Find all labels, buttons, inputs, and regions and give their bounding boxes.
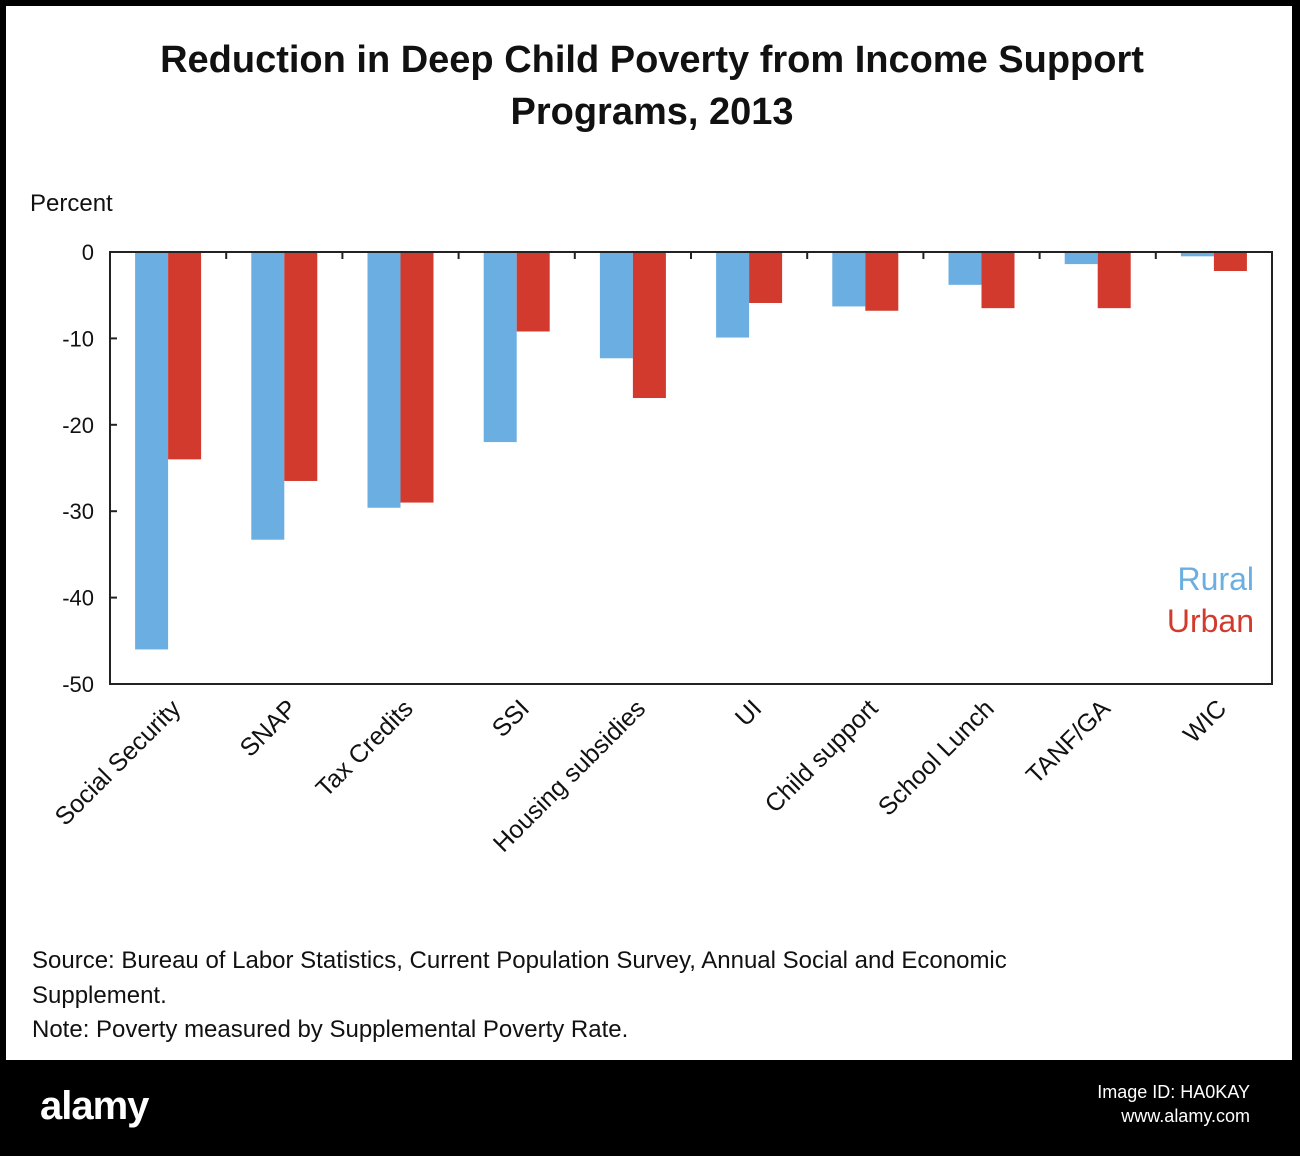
chart-title-line2: Programs, 2013 [510, 91, 793, 133]
bar-urban-1 [168, 252, 202, 460]
bar-urban-2 [284, 252, 318, 481]
bar-urban-3 [400, 252, 434, 503]
image-id: Image ID: HA0KAY [1097, 1082, 1250, 1102]
legend-rural: Rural [1178, 561, 1254, 597]
y-tick-label: -10 [62, 326, 94, 351]
x-category-label: SSI [487, 694, 535, 742]
bar-rural-2 [251, 252, 285, 540]
source-note-cont: Supplement. [32, 982, 167, 1009]
bar-urban-8 [981, 252, 1015, 309]
x-category-label: Child support [760, 694, 884, 818]
poverty-note: Note: Poverty measured by Supplemental P… [32, 1016, 628, 1043]
chart-frame: Reduction in Deep Child Poverty from Inc… [6, 6, 1292, 1060]
x-category-label: UI [730, 694, 767, 731]
x-category-label: School Lunch [873, 694, 1000, 821]
x-category-label: Social Security [50, 694, 187, 831]
watermark-footer: alamy Image ID: HA0KAY www.alamy.com [0, 1062, 1300, 1156]
bar-urban-4 [516, 252, 550, 332]
bar-urban-5 [632, 252, 666, 399]
bar-urban-9 [1097, 252, 1131, 309]
legend-urban: Urban [1167, 603, 1254, 639]
bar-rural-7 [832, 252, 866, 307]
y-tick-label: -20 [62, 413, 94, 438]
y-tick-label: -40 [62, 586, 94, 611]
source-note: Source: Bureau of Labor Statistics, Curr… [32, 947, 1007, 974]
bar-rural-8 [948, 252, 982, 285]
bar-urban-10 [1213, 252, 1247, 272]
watermark-logo: alamy [40, 1084, 149, 1128]
y-tick-label: -30 [62, 499, 94, 524]
x-category-label: TANF/GA [1021, 694, 1116, 789]
site-url: www.alamy.com [1121, 1106, 1250, 1126]
x-category-label: SNAP [235, 694, 303, 762]
bar-urban-6 [749, 252, 783, 303]
x-category-label: Tax Credits [311, 694, 419, 802]
bar-rural-10 [1180, 252, 1214, 257]
y-tick-label: 0 [82, 240, 94, 265]
y-tick-label: -50 [62, 672, 94, 697]
bar-rural-9 [1064, 252, 1098, 265]
bar-rural-1 [135, 252, 169, 650]
bar-urban-7 [865, 252, 899, 311]
chart-title-line1: Reduction in Deep Child Poverty from Inc… [160, 39, 1144, 81]
bar-rural-4 [483, 252, 517, 443]
chart: Reduction in Deep Child Poverty from Inc… [30, 39, 1273, 1043]
bar-rural-6 [716, 252, 750, 338]
bar-rural-3 [367, 252, 401, 508]
bar-rural-5 [599, 252, 633, 359]
watermark-info: Image ID: HA0KAY www.alamy.com [1097, 1080, 1250, 1128]
y-axis-label: Percent [30, 190, 113, 217]
x-category-label: WIC [1178, 694, 1232, 748]
